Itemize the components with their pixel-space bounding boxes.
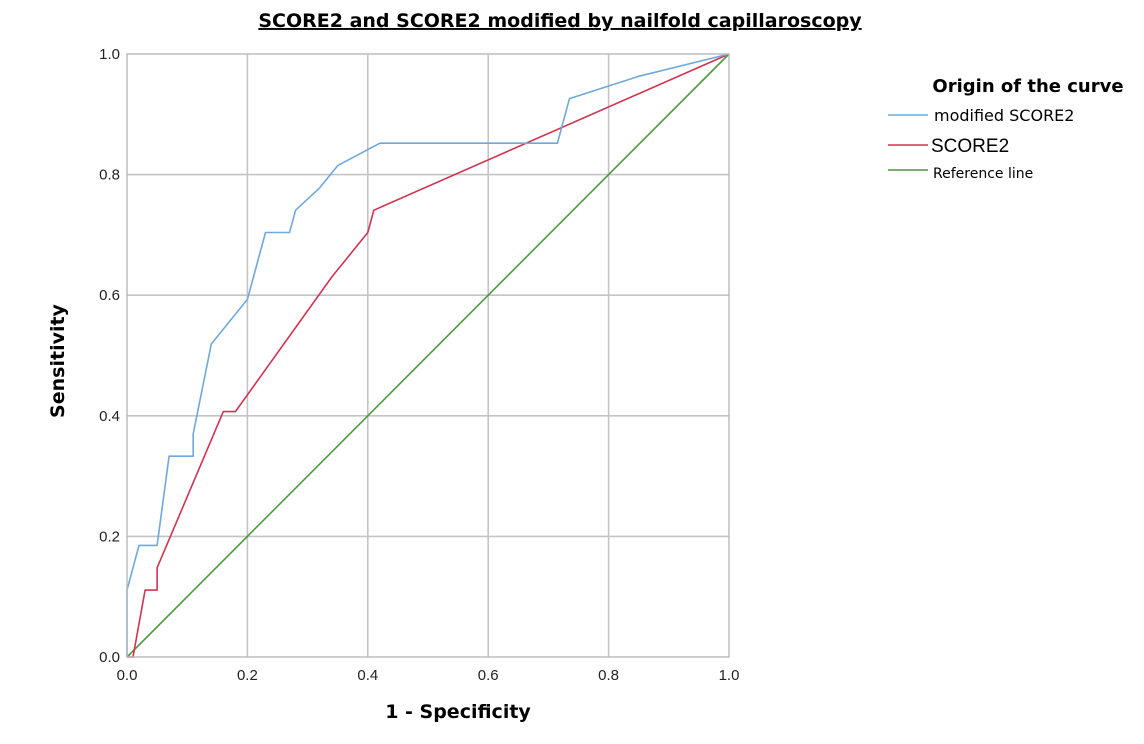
legend-label-reference-line: Reference line xyxy=(933,166,1033,182)
series-lines xyxy=(126,53,730,658)
x-tick-label-5: 1.0 xyxy=(719,667,740,684)
legend: Origin of the curve modified SCORE2 SCOR… xyxy=(888,76,1124,182)
chart-title: SCORE2 and SCORE2 modified by nailfold c… xyxy=(258,10,862,32)
y-tick-label-3: 0.6 xyxy=(99,287,120,304)
x-tick-label-0: 0.0 xyxy=(117,667,138,684)
legend-label-modified-score2: modified SCORE2 xyxy=(934,106,1074,125)
x-axis-title: 1 - Specificity xyxy=(385,701,531,723)
plot-border xyxy=(126,53,730,658)
series-line-modified-score2 xyxy=(126,53,730,657)
y-tick-label-5: 1.0 xyxy=(99,46,120,63)
y-tick-label-2: 0.4 xyxy=(99,408,120,425)
x-tick-label-3: 0.6 xyxy=(478,667,499,684)
y-tick-label-1: 0.2 xyxy=(99,528,120,545)
y-tick-label-4: 0.8 xyxy=(99,167,120,184)
y-tick-label-0: 0.0 xyxy=(99,649,120,666)
series-line-reference xyxy=(126,53,730,658)
legend-title: Origin of the curve xyxy=(932,76,1123,97)
series-line-score2 xyxy=(127,53,730,658)
x-tick-label-2: 0.4 xyxy=(357,667,378,684)
grid-lines xyxy=(127,54,729,657)
x-tick-label-1: 0.2 xyxy=(237,667,258,684)
legend-label-score2: SCORE2 xyxy=(931,136,1009,157)
plot-frame xyxy=(126,53,730,658)
x-tick-label-4: 0.8 xyxy=(598,667,619,684)
y-axis-title: Sensitivity xyxy=(47,303,69,417)
tick-labels: 0.0 0.2 0.4 0.6 0.8 1.0 0.0 0.2 0.4 0.6 0.8 1.0 xyxy=(99,46,739,684)
